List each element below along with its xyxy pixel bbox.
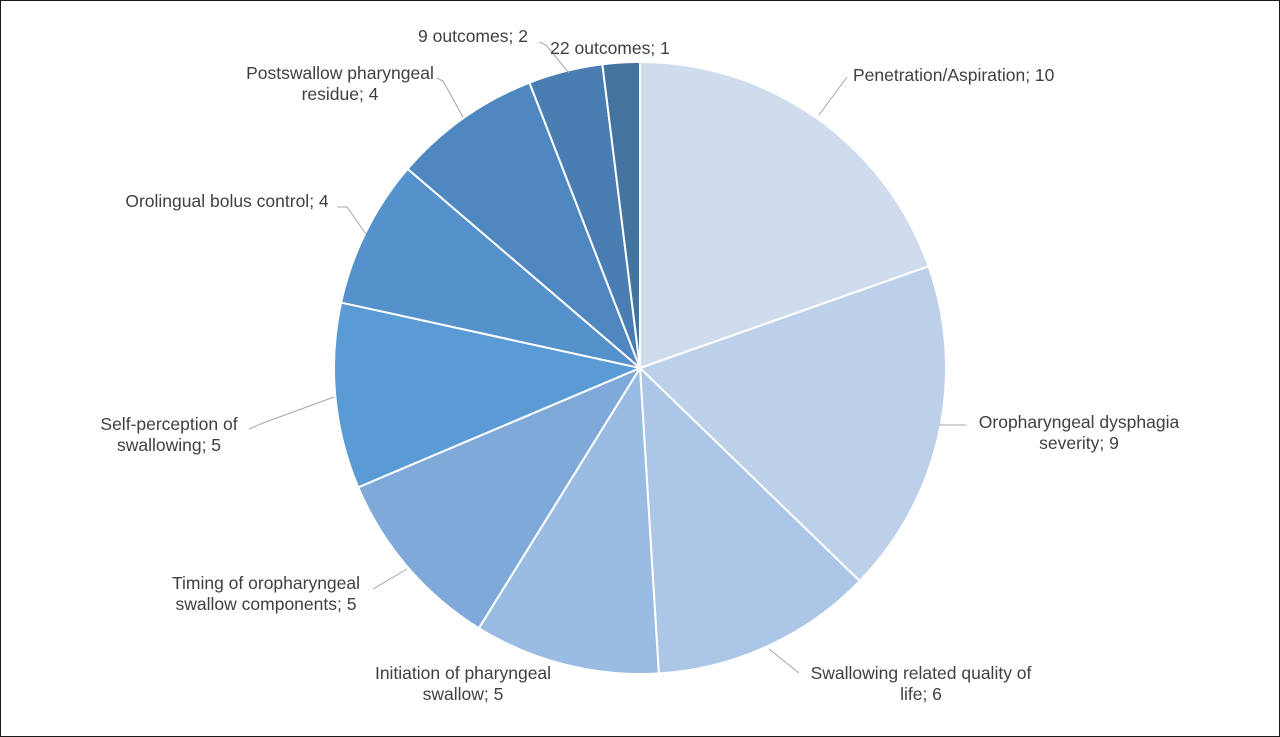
data-label-4: Initiation of pharyngeal swallow; 5 <box>375 663 551 704</box>
data-label-10: 22 outcomes; 1 <box>550 38 670 58</box>
data-label-line: severity; 9 <box>1039 433 1119 453</box>
leader-line-1 <box>818 76 848 116</box>
pie-slice-6 <box>333 301 644 489</box>
data-label-line: swallowing; 5 <box>117 435 221 455</box>
pie-slice-7 <box>339 167 641 369</box>
data-label-7: Orolingual bolus control; 4 <box>125 191 329 211</box>
leader-lines <box>248 41 966 674</box>
data-label-8: Postswallow pharyngeal residue; 4 <box>246 63 434 104</box>
data-label-3: Swallowing related quality of life; 6 <box>811 663 1032 704</box>
leader-line-7 <box>337 206 367 235</box>
data-label-line: Swallowing related quality of <box>811 663 1032 683</box>
data-label-line: Timing of oropharyngeal <box>172 573 360 593</box>
data-labels: Penetration/Aspiration; 10 Oropharyngeal … <box>100 26 1179 704</box>
data-label-line: Initiation of pharyngeal <box>375 663 551 683</box>
data-label-1: Penetration/Aspiration; 10 <box>853 65 1055 85</box>
pie-slice-3 <box>638 365 862 675</box>
pie-slices <box>333 60 947 675</box>
leader-line-8 <box>436 77 464 118</box>
leader-line-3 <box>768 648 800 674</box>
data-label-2: Oropharyngeal dysphagia severity; 9 <box>979 412 1180 453</box>
data-label-line: Penetration/Aspiration; 10 <box>853 65 1055 85</box>
pie-slice-10 <box>601 60 641 369</box>
data-label-line: 9 outcomes; 2 <box>418 26 528 46</box>
pie-slice-2 <box>638 265 947 583</box>
data-label-line: Orolingual bolus control; 4 <box>125 191 329 211</box>
data-label-line: Oropharyngeal dysphagia <box>979 412 1180 432</box>
pie-slice-8 <box>406 81 641 369</box>
data-label-line: Self-perception of <box>100 414 237 434</box>
data-label-line: life; 6 <box>900 684 942 704</box>
data-label-line: Postswallow pharyngeal <box>246 63 434 83</box>
leader-line-6 <box>248 396 335 430</box>
data-label-line: swallow; 5 <box>423 684 504 704</box>
pie-slice-4 <box>477 364 660 675</box>
leader-line-9 <box>538 41 570 74</box>
data-label-line: 22 outcomes; 1 <box>550 38 670 58</box>
data-label-5: Timing of oropharyngeal swallow component… <box>172 573 360 614</box>
pie-slice-5 <box>356 365 643 630</box>
data-label-6: Self-perception of swallowing; 5 <box>100 414 237 455</box>
leader-line-5 <box>372 568 408 590</box>
data-label-line: swallow components; 5 <box>176 594 357 614</box>
data-label-line: residue; 4 <box>302 84 379 104</box>
data-label-9: 9 outcomes; 2 <box>418 26 528 46</box>
